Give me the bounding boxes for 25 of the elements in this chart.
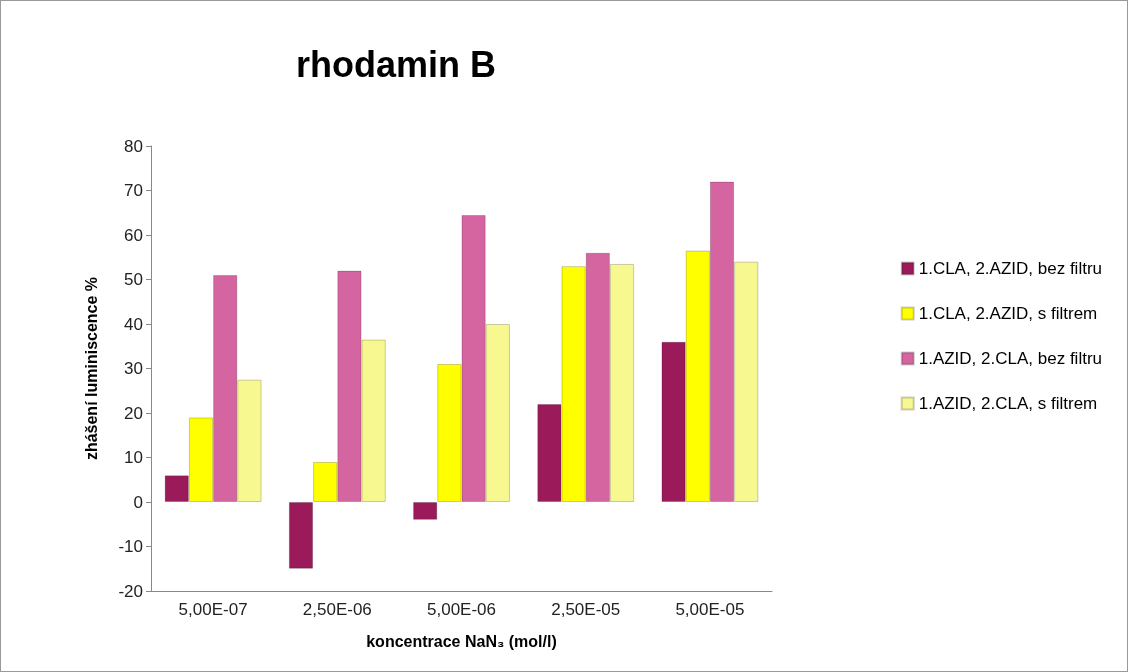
y-tick-label: -10 [118,537,143,556]
x-tick-label: 2,50E-06 [302,600,372,619]
bar [288,502,314,569]
y-tick-label: 70 [124,181,143,200]
y-tick-label: 0 [133,492,143,512]
y-tick-label: 50 [124,270,143,289]
x-tick-label: 5,00E-06 [427,600,496,619]
y-axis-title: zhášení luminiscence % [82,276,100,461]
y-tick-label: 80 [124,136,143,156]
legend-label: 1.CLA, 2.AZID, bez filtru [918,259,1103,278]
legend-label: 1.AZID, 2.CLA, s filtrem [918,394,1098,413]
y-tick-label: 40 [124,314,143,334]
x-tick-label: 5,00E-05 [675,600,745,619]
legend-label: 1.AZID, 2.CLA, bez filtru [918,349,1103,368]
legend-label: 1.CLA, 2.AZID, s filtrem [918,304,1098,323]
y-tick-label: 30 [124,359,143,378]
x-tick-label: 5,00E-07 [178,600,248,619]
x-tick-label: 2,50E-05 [551,600,621,619]
y-tick-label: -20 [118,581,143,601]
y-tick-label: 10 [124,448,143,467]
y-tick-label: 20 [124,403,143,423]
x-axis-title: koncentrace NaN₃ (mol/l) [366,632,557,650]
y-tick-label: 60 [124,225,143,245]
bar [413,502,438,520]
chart-title: rhodamin B [295,43,497,85]
